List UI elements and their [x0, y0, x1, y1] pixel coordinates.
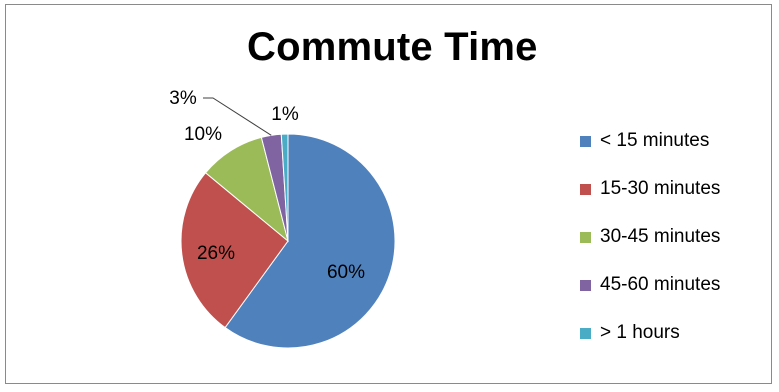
legend-swatch — [580, 136, 591, 147]
legend-item-gt1h: > 1 hours — [580, 322, 779, 346]
legend-item-30-45: 30-45 minutes — [580, 226, 779, 250]
legend-label: 30-45 minutes — [600, 226, 721, 247]
legend-swatch — [580, 232, 591, 243]
data-label-lt15: 60% — [327, 262, 365, 283]
pie-slice-lt15 — [224, 133, 396, 349]
legend-label: 15-30 minutes — [600, 178, 721, 199]
chart-title: Commute Time — [247, 25, 538, 69]
data-label-gt1h: 1% — [271, 104, 299, 125]
pie-slice-gt1h — [280, 133, 289, 242]
data-label-45-60: 3% — [169, 88, 197, 109]
legend-item-45-60: 45-60 minutes — [580, 274, 779, 298]
legend-label: < 15 minutes — [600, 130, 710, 151]
legend-label: > 1 hours — [600, 322, 680, 343]
data-label-15-30: 26% — [197, 243, 235, 264]
pie-slice-15-30 — [180, 172, 289, 329]
legend-swatch — [580, 184, 591, 195]
legend-label: 45-60 minutes — [600, 274, 721, 295]
leader-line-45-60 — [203, 97, 272, 136]
legend-item-15-30: 15-30 minutes — [580, 178, 779, 202]
chart-frame — [5, 4, 772, 384]
legend-swatch — [580, 328, 591, 339]
legend-item-lt15: < 15 minutes — [580, 130, 779, 154]
legend-swatch — [580, 280, 591, 291]
data-label-30-45: 10% — [184, 124, 222, 145]
